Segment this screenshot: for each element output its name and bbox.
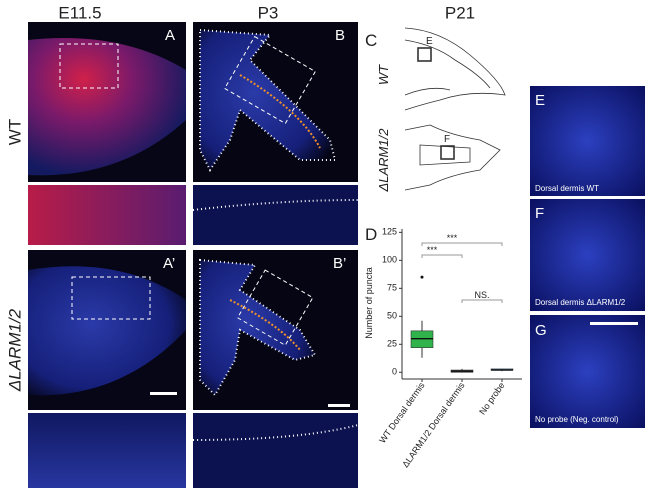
- panel-label: C: [365, 31, 377, 50]
- significance-label: NS.: [474, 290, 489, 300]
- significance-label: ***: [447, 233, 458, 243]
- y-tick-label: 25: [387, 339, 397, 349]
- panel-label: B: [335, 27, 345, 44]
- panel-label: A: [165, 27, 175, 44]
- x-tick-label: No probe: [477, 380, 506, 416]
- schematic-label: E: [426, 36, 433, 47]
- y-tick-label: 0: [392, 367, 397, 377]
- micrographs: [28, 22, 645, 488]
- column-header: P3: [258, 3, 279, 22]
- schematic: [404, 27, 506, 191]
- panel-label: E: [535, 92, 545, 109]
- schematic-label: F: [444, 134, 450, 145]
- y-tick-label: 50: [387, 311, 397, 321]
- schematic-label: WT: [376, 64, 391, 85]
- panel-label: B’: [333, 255, 346, 272]
- schematic-label: ΔLARM1/2: [376, 128, 391, 193]
- column-header: E11.5: [58, 3, 101, 22]
- y-axis-label: Number of puncta: [364, 267, 374, 339]
- panel-label: A’: [163, 255, 175, 272]
- row-label: ΔLARM1/2: [5, 308, 24, 392]
- y-tick-label: 125: [382, 227, 397, 237]
- row-label: WT: [5, 119, 24, 145]
- panel-label: G: [535, 322, 547, 339]
- y-tick-label: 75: [387, 283, 397, 293]
- column-header: P21: [445, 3, 475, 22]
- outlier: [420, 275, 424, 279]
- significance-label: ***: [427, 245, 438, 255]
- significance-bracket: [461, 299, 503, 303]
- significance-bracket: [421, 254, 463, 258]
- significance-bracket: [421, 242, 503, 246]
- inset-caption: Dorsal dermis WT: [535, 184, 599, 193]
- y-tick-label: 100: [382, 255, 397, 265]
- inset-caption: Dorsal dermis ΔLARM1/2: [535, 298, 626, 307]
- panel-label: F: [535, 205, 544, 222]
- inset-caption: No probe (Neg. control): [535, 415, 619, 424]
- panel-label: D: [365, 225, 377, 244]
